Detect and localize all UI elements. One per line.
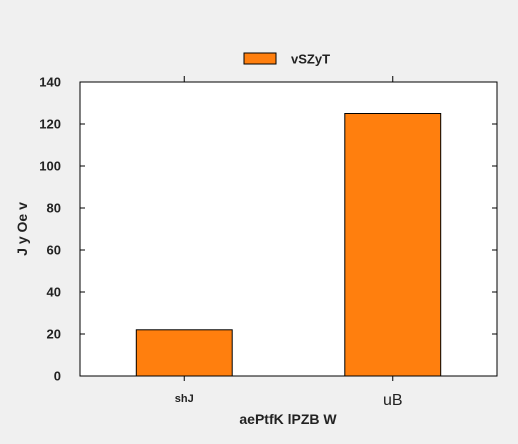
y-tick-label: 120 [39,117,61,132]
x-axis-title: aePtfK lPZB W [239,411,337,427]
y-tick-label: 100 [39,159,61,174]
y-tick-label: 140 [39,75,61,90]
y-tick-label: 0 [54,369,61,384]
y-tick-label: 80 [47,201,61,216]
y-tick-label: 40 [47,285,61,300]
y-tick-label: 20 [47,327,61,342]
legend: vSZyT [243,52,330,67]
y-axis: 0 20 40 60 80 100 120 140 [39,75,497,384]
legend-label: vSZyT [291,52,330,67]
x-tick-label: shJ [175,393,194,405]
bar-series [135,113,442,377]
y-axis-title: J y Oe v [14,202,30,256]
bar [344,113,442,377]
bar [135,329,233,377]
y-tick-label: 60 [47,243,61,258]
x-tick-label: uB [383,392,403,409]
x-axis: shJ uB [175,76,403,409]
legend-swatch [243,52,277,65]
